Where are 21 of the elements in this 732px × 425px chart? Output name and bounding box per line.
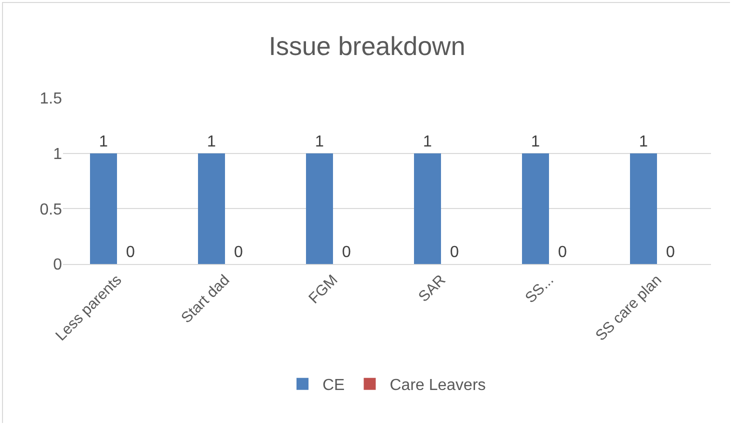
y-tick-label: 0 <box>53 256 62 274</box>
data-label: 1 <box>207 133 216 150</box>
data-label: 0 <box>126 244 135 261</box>
data-label: 1 <box>639 133 648 150</box>
x-tick-label: SAR <box>415 271 450 306</box>
data-label: 1 <box>531 133 540 150</box>
legend-label: CE <box>322 377 345 394</box>
data-label: 0 <box>666 244 675 261</box>
data-label: 0 <box>558 244 567 261</box>
data-label: 0 <box>234 244 243 261</box>
chart-title: Issue breakdown <box>268 30 466 61</box>
data-label: 0 <box>342 244 351 261</box>
data-label: 0 <box>450 244 459 261</box>
data-label: 1 <box>423 133 432 150</box>
y-tick-label: 1 <box>53 146 62 163</box>
y-tick-label: 1.5 <box>40 90 62 108</box>
legend-label: Care Leavers <box>390 377 486 394</box>
data-label: 1 <box>315 133 324 150</box>
x-tick-label: SS... <box>522 272 558 307</box>
data-label: 1 <box>99 133 108 150</box>
y-tick-label: 0.5 <box>40 201 62 218</box>
